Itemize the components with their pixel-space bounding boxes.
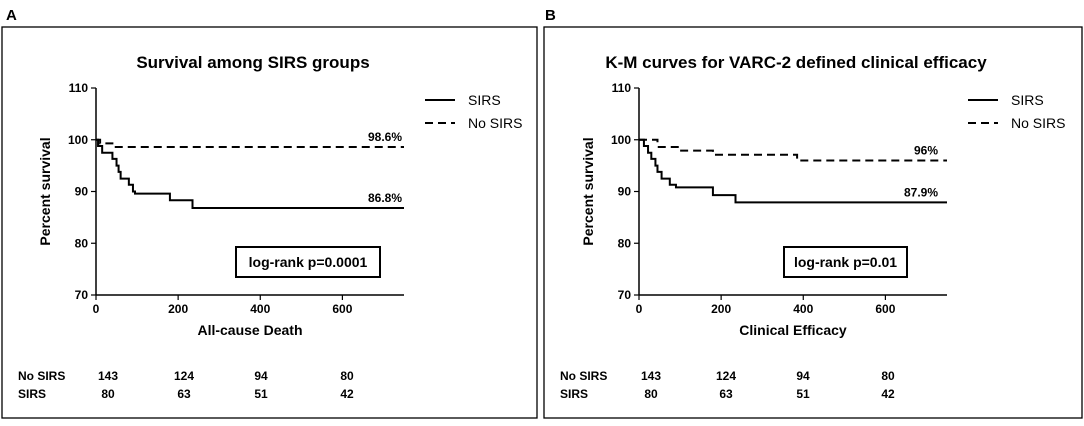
y-tick-label: 110: [612, 81, 632, 95]
risk-cell: 124: [174, 369, 194, 383]
risk-cell: 80: [644, 387, 658, 401]
chart-title: K-M curves for VARC-2 defined clinical e…: [605, 53, 987, 72]
risk-row-label: No SIRS: [560, 369, 607, 383]
log-rank-box: [783, 246, 908, 278]
chart-title: Survival among SIRS groups: [136, 53, 369, 72]
panel-frame: [1, 26, 538, 419]
sirs-end-label: 87.9%: [904, 185, 938, 199]
risk-cell: 80: [101, 387, 115, 401]
no-sirs-end-label: 96%: [914, 143, 938, 157]
risk-cell: 63: [177, 387, 191, 401]
risk-cell: 94: [254, 369, 268, 383]
x-tick-label: 600: [875, 302, 895, 316]
log-rank-box: [235, 246, 381, 278]
panel-letter: A: [6, 7, 17, 24]
y-tick-label: 100: [68, 133, 88, 147]
y-tick-label: 80: [75, 236, 89, 250]
sirs-end-label: 86.8%: [368, 191, 402, 205]
risk-cell: 51: [796, 387, 810, 401]
risk-cell: 42: [340, 387, 354, 401]
risk-row-label: SIRS: [18, 387, 46, 401]
risk-cell: 42: [881, 387, 895, 401]
x-tick-label: 200: [168, 302, 188, 316]
legend-label: No SIRS: [1011, 115, 1065, 131]
no-sirs-end-label: 98.6%: [368, 130, 402, 144]
y-tick-label: 70: [75, 288, 89, 302]
x-tick-label: 400: [793, 302, 813, 316]
risk-cell: 80: [340, 369, 354, 383]
y-tick-label: 80: [618, 236, 632, 250]
y-tick-label: 90: [75, 185, 89, 199]
sirs-curve: [639, 138, 947, 204]
risk-cell: 63: [719, 387, 733, 401]
panel-a: A Survival among SIRS groups 70 80 90 100 110 0…: [1, 7, 538, 419]
risk-cell: 94: [796, 369, 810, 383]
x-axis-label: Clinical Efficacy: [739, 322, 847, 338]
risk-cell: 124: [716, 369, 736, 383]
x-tick-label: 0: [93, 302, 100, 316]
panel-b: B K-M curves for VARC-2 defined clinical …: [543, 7, 1083, 419]
x-tick-label: 400: [250, 302, 270, 316]
x-tick-label: 0: [636, 302, 643, 316]
log-rank-text: log-rank p=0.01: [794, 254, 897, 270]
no-sirs-curve: [639, 138, 947, 162]
risk-cell: 143: [641, 369, 661, 383]
risk-cell: 51: [254, 387, 268, 401]
legend-label: No SIRS: [468, 115, 522, 131]
y-tick-label: 110: [69, 81, 89, 95]
x-axis-label: All-cause Death: [197, 322, 302, 338]
risk-cell: 80: [881, 369, 895, 383]
panel-letter: B: [545, 7, 556, 24]
sirs-curve: [96, 138, 404, 210]
y-tick-label: 90: [618, 185, 632, 199]
risk-row-label: SIRS: [560, 387, 588, 401]
risk-row-label: No SIRS: [18, 369, 65, 383]
x-tick-label: 600: [332, 302, 352, 316]
no-sirs-curve: [96, 138, 404, 148]
x-tick-label: 200: [711, 302, 731, 316]
panel-frame: [543, 26, 1083, 419]
y-tick-label: 100: [611, 133, 631, 147]
legend-label: SIRS: [1011, 92, 1044, 108]
risk-cell: 143: [98, 369, 118, 383]
log-rank-text: log-rank p=0.0001: [249, 254, 368, 270]
legend-label: SIRS: [468, 92, 501, 108]
y-axis-label: Percent survival: [580, 137, 596, 245]
y-tick-label: 70: [618, 288, 632, 302]
y-axis-label: Percent survival: [37, 137, 53, 245]
